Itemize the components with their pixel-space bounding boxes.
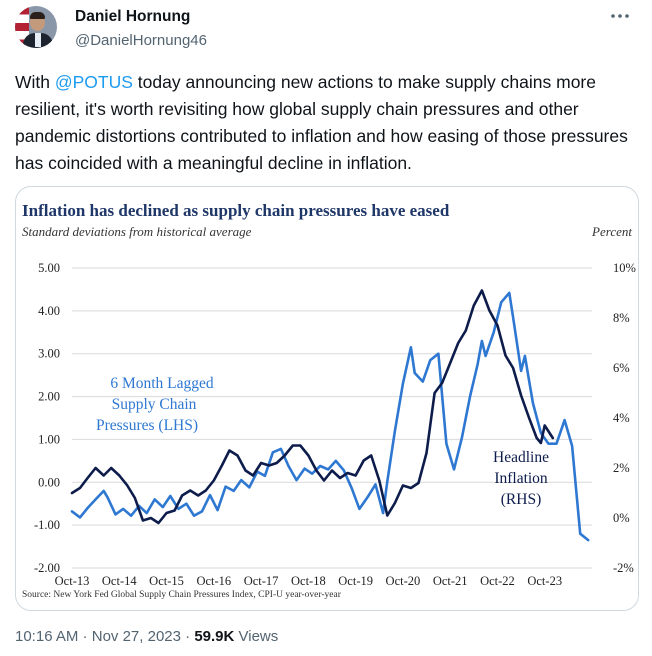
author-name[interactable]: Daniel Hornung xyxy=(75,8,191,25)
x-tick-label: Oct-13 xyxy=(55,574,90,588)
annotation-rhs-line: Inflation xyxy=(494,470,548,487)
y2-tick-label: 8% xyxy=(613,311,630,325)
x-tick-label: Oct-16 xyxy=(196,574,231,588)
annotation-lhs-line: Pressures (LHS) xyxy=(96,417,198,434)
chart-subtitle: Standard deviations from historical aver… xyxy=(22,224,252,239)
chart-source: Source: New York Fed Global Supply Chain… xyxy=(22,590,341,600)
tweet-date[interactable]: Nov 27, 2023 xyxy=(91,628,181,645)
tweet-meta: 10:16 AM · Nov 27, 2023 · 59.9K Views xyxy=(15,628,278,645)
y2-tick-label: 2% xyxy=(613,461,630,475)
views-count: 59.9K xyxy=(194,628,235,645)
annotation-lhs-line: Supply Chain xyxy=(112,396,197,413)
y-tick-label: 5.00 xyxy=(38,261,60,275)
x-tick-label: Oct-20 xyxy=(386,574,421,588)
x-tick-label: Oct-21 xyxy=(433,574,468,588)
annotation-rhs-line: (RHS) xyxy=(501,491,541,508)
tweet-text-pre: With xyxy=(15,72,55,92)
meta-separator: · xyxy=(78,628,92,645)
avatar-hair xyxy=(30,12,45,19)
x-tick-label: Oct-18 xyxy=(291,574,326,588)
tweet-media-chart[interactable]: Inflation has declined as supply chain p… xyxy=(15,186,639,611)
annotation-rhs-line: Headline xyxy=(493,449,549,466)
x-tick-label: Oct-19 xyxy=(338,574,373,588)
tweet-time[interactable]: 10:16 AM xyxy=(15,628,79,645)
series-line-inflation xyxy=(70,289,555,525)
y-tick-label: -1.00 xyxy=(34,518,60,532)
more-dots-icon[interactable] xyxy=(608,7,632,25)
avatar-shirt xyxy=(35,33,41,47)
tweet-text: With @POTUS today announcing new actions… xyxy=(15,69,640,177)
y2-tick-label: 6% xyxy=(613,361,630,375)
x-tick-label: Oct-15 xyxy=(149,574,184,588)
chart-right-axis-label: Percent xyxy=(592,224,632,239)
views-label: Views xyxy=(234,628,279,645)
y-tick-label: 0.00 xyxy=(38,475,60,489)
x-tick-label: Oct-23 xyxy=(527,574,562,588)
series-line-supply-chain xyxy=(70,291,590,542)
chart-title: Inflation has declined as supply chain p… xyxy=(22,201,450,220)
y2-tick-label: -2% xyxy=(613,561,634,575)
x-tick-label: Oct-17 xyxy=(244,574,279,588)
meta-separator: · xyxy=(180,628,195,645)
y-tick-label: 2.00 xyxy=(38,390,60,404)
mention-link[interactable]: @POTUS xyxy=(54,72,133,92)
y-tick-label: 4.00 xyxy=(38,304,60,318)
y-tick-label: 3.00 xyxy=(38,347,60,361)
y2-tick-label: 10% xyxy=(613,261,636,275)
y2-tick-label: 4% xyxy=(613,411,630,425)
y-tick-label: -2.00 xyxy=(34,561,60,575)
line-chart: 5.00 4.00 3.00 2.00 1.00 0.00 -1.00 -2.00 10% 8% 6… xyxy=(34,261,636,588)
annotation-lhs-line: 6 Month Lagged xyxy=(110,375,214,392)
tweet-text-post: today announcing new actions to make sup… xyxy=(15,72,628,173)
y2-tick-label: 0% xyxy=(613,511,630,525)
x-tick-label: Oct-14 xyxy=(102,574,137,588)
y-tick-label: 1.00 xyxy=(38,432,60,446)
avatar[interactable] xyxy=(15,6,57,48)
x-tick-label: Oct-22 xyxy=(480,574,515,588)
author-handle[interactable]: @DanielHornung46 xyxy=(75,32,207,49)
